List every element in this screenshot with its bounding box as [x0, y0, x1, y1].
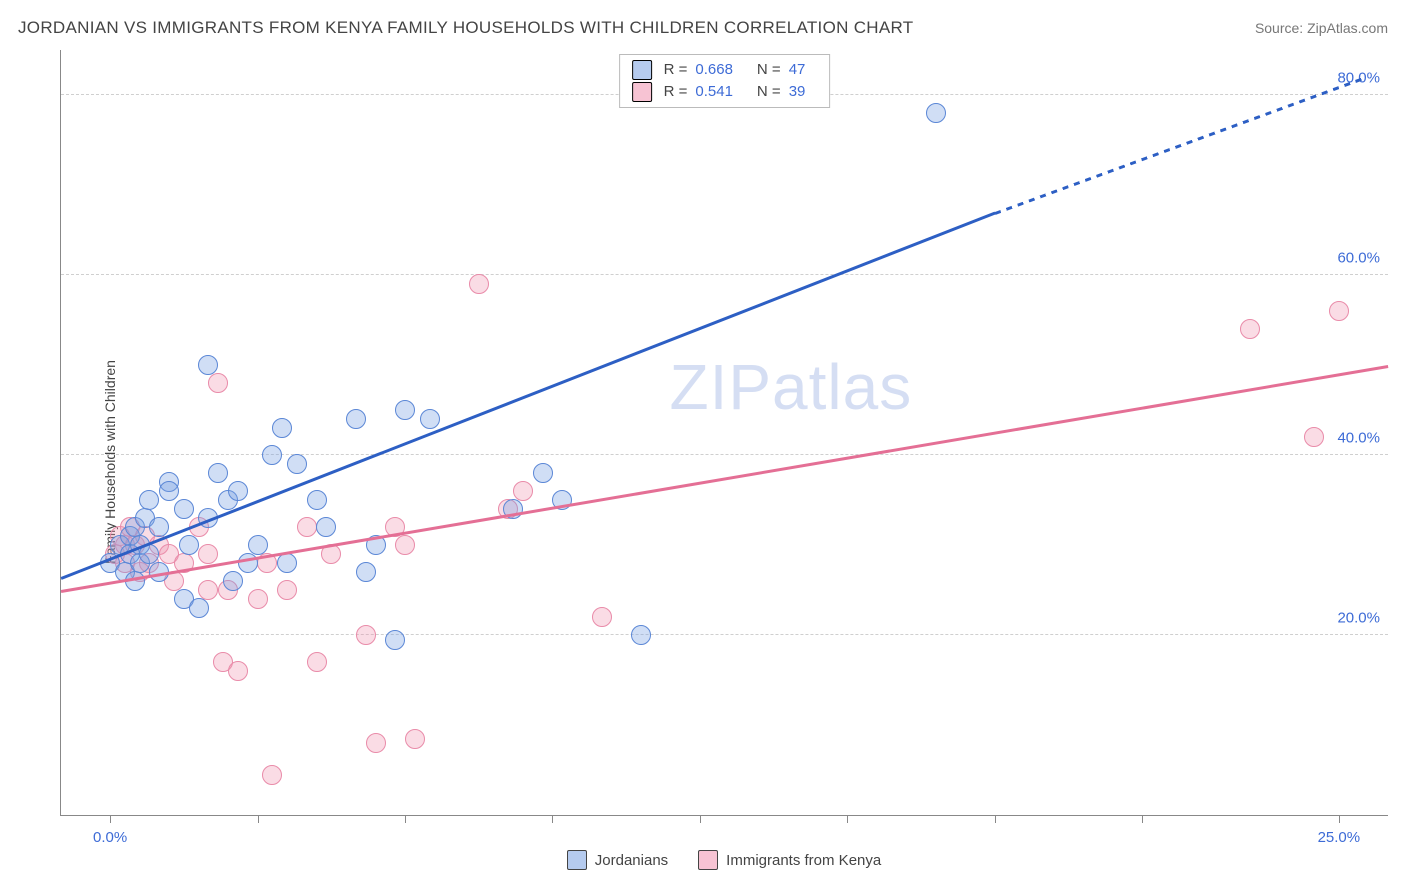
scatter-point: [469, 274, 489, 294]
scatter-point: [248, 589, 268, 609]
r-value: 0.668: [695, 59, 733, 81]
gridline: [61, 634, 1388, 635]
scatter-point: [356, 625, 376, 645]
gridline: [61, 274, 1388, 275]
chart-container: Family Households with Children ZIPatlas…: [18, 50, 1388, 874]
x-tick: [110, 815, 111, 823]
scatter-point: [228, 481, 248, 501]
y-tick-label: 20.0%: [1337, 610, 1380, 627]
legend-row: R = 0.668 N = 47: [632, 59, 818, 81]
scatter-point: [139, 490, 159, 510]
scatter-point: [395, 535, 415, 555]
scatter-point: [277, 580, 297, 600]
scatter-point: [248, 535, 268, 555]
y-tick-label: 60.0%: [1337, 250, 1380, 267]
scatter-point: [159, 481, 179, 501]
r-label: R =: [664, 59, 688, 81]
scatter-point: [316, 517, 336, 537]
scatter-point: [223, 571, 243, 591]
scatter-point: [631, 625, 651, 645]
scatter-point: [262, 765, 282, 785]
x-tick: [1339, 815, 1340, 823]
legend-row: R = 0.541 N = 39: [632, 81, 818, 103]
scatter-point: [307, 652, 327, 672]
y-tick-label: 40.0%: [1337, 430, 1380, 447]
x-tick: [995, 815, 996, 823]
scatter-point: [198, 580, 218, 600]
scatter-point: [513, 481, 533, 501]
legend-swatch-icon: [632, 60, 652, 80]
series-legend: Jordanians Immigrants from Kenya: [60, 850, 1388, 870]
scatter-point: [356, 562, 376, 582]
legend-label: Jordanians: [595, 852, 668, 869]
scatter-point: [262, 445, 282, 465]
scatter-point: [228, 661, 248, 681]
legend-label: Immigrants from Kenya: [726, 852, 881, 869]
chart-title: JORDANIAN VS IMMIGRANTS FROM KENYA FAMIL…: [18, 18, 913, 38]
scatter-point: [592, 607, 612, 627]
scatter-point: [926, 103, 946, 123]
x-tick: [847, 815, 848, 823]
n-label: N =: [757, 59, 781, 81]
scatter-point: [179, 535, 199, 555]
scatter-point: [174, 499, 194, 519]
x-tick-label: 25.0%: [1318, 829, 1361, 846]
r-value: 0.541: [695, 81, 733, 103]
legend-swatch-icon: [567, 850, 587, 870]
scatter-point: [395, 400, 415, 420]
scatter-point: [198, 355, 218, 375]
scatter-point: [287, 454, 307, 474]
scatter-point: [385, 630, 405, 650]
scatter-point: [1240, 319, 1260, 339]
scatter-point: [405, 729, 425, 749]
n-value: 39: [789, 81, 806, 103]
n-value: 47: [789, 59, 806, 81]
scatter-point: [189, 598, 209, 618]
legend-item: Jordanians: [567, 850, 668, 870]
x-tick: [405, 815, 406, 823]
scatter-point: [149, 517, 169, 537]
gridline: [61, 454, 1388, 455]
x-tick: [700, 815, 701, 823]
watermark-prefix: ZIP: [669, 351, 772, 423]
scatter-point: [1304, 427, 1324, 447]
scatter-point: [277, 553, 297, 573]
correlation-legend: R = 0.668 N = 47 R = 0.541 N = 39: [619, 54, 831, 108]
x-tick: [552, 815, 553, 823]
trend-line: [994, 77, 1363, 214]
watermark: ZIPatlas: [669, 350, 912, 424]
scatter-point: [297, 517, 317, 537]
x-tick: [1142, 815, 1143, 823]
r-label: R =: [664, 81, 688, 103]
legend-swatch-icon: [698, 850, 718, 870]
trend-line: [61, 365, 1388, 592]
n-label: N =: [757, 81, 781, 103]
scatter-point: [307, 490, 327, 510]
watermark-suffix: atlas: [772, 351, 912, 423]
legend-item: Immigrants from Kenya: [698, 850, 881, 870]
x-tick-label: 0.0%: [93, 829, 127, 846]
trend-line: [61, 212, 996, 580]
scatter-point: [366, 733, 386, 753]
x-tick: [258, 815, 259, 823]
scatter-point: [346, 409, 366, 429]
scatter-point: [420, 409, 440, 429]
scatter-point: [272, 418, 292, 438]
scatter-point: [208, 373, 228, 393]
legend-swatch-icon: [632, 82, 652, 102]
scatter-point: [208, 463, 228, 483]
source-label: Source: ZipAtlas.com: [1255, 20, 1388, 36]
plot-area: ZIPatlas R = 0.668 N = 47 R = 0.541 N = 39 20.0…: [60, 50, 1388, 816]
scatter-point: [198, 544, 218, 564]
scatter-point: [1329, 301, 1349, 321]
scatter-point: [533, 463, 553, 483]
